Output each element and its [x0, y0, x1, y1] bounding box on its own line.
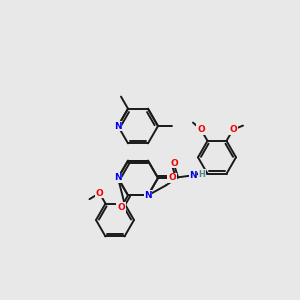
- Text: O: O: [197, 125, 205, 134]
- Text: N: N: [114, 173, 122, 182]
- Text: O: O: [168, 173, 176, 182]
- Text: O: O: [170, 159, 178, 168]
- Text: N: N: [114, 122, 122, 130]
- Text: N: N: [189, 171, 197, 180]
- Text: O: O: [229, 125, 237, 134]
- Text: N: N: [144, 191, 152, 200]
- Text: O: O: [96, 189, 104, 198]
- Text: N: N: [114, 173, 122, 182]
- Text: H: H: [199, 170, 206, 179]
- Text: O: O: [117, 203, 125, 212]
- Text: N: N: [144, 191, 152, 200]
